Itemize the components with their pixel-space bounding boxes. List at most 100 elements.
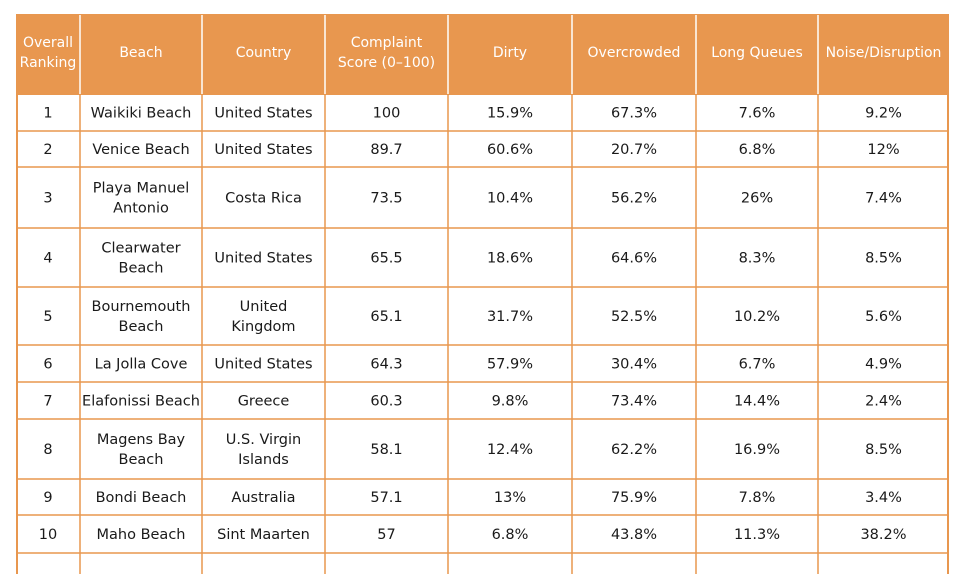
score-cell: 65.1: [370, 309, 402, 325]
beach-cell: Maho Beach: [97, 527, 186, 543]
beach-cell-line: Playa Manuel: [93, 181, 189, 197]
noise-cell: 8.5%: [865, 251, 902, 267]
country-cell: Greece: [238, 394, 290, 410]
overcrowded-cell: 62.2%: [611, 442, 657, 458]
beach-cell: Elafonissi Beach: [82, 394, 200, 410]
table-frame: [16, 14, 949, 574]
country-cell-line: United States: [214, 357, 312, 373]
beach-cell-line: Clearwater: [101, 241, 180, 257]
rank-cell: 1: [43, 106, 52, 122]
country-cell: United States: [214, 251, 312, 267]
score-cell: 57: [377, 527, 395, 543]
beach-cell: Bournemouth Beach: [92, 299, 191, 335]
header-overcrowded-line: Overcrowded: [588, 45, 681, 61]
header-overcrowded: Overcrowded: [588, 45, 681, 61]
country-cell: U.S. Virgin Islands: [226, 432, 301, 468]
long-queues-cell: 6.8%: [739, 142, 776, 158]
long-queues-cell: 7.6%: [739, 106, 776, 122]
beach-cell-line: Bondi Beach: [96, 490, 187, 506]
overcrowded-cell: 64.6%: [611, 251, 657, 267]
dirty-cell: 60.6%: [487, 142, 533, 158]
beach-cell-line: Magens Bay: [97, 432, 186, 448]
long-queues-cell: 26%: [741, 191, 773, 207]
long-queues-cell: 14.4%: [734, 394, 780, 410]
header-overall-ranking-line: Overall: [23, 35, 73, 51]
country-cell: United States: [214, 142, 312, 158]
rank-cell: 9: [43, 490, 52, 506]
long-queues-cell: 11.3%: [734, 527, 780, 543]
country-cell-line: Greece: [238, 394, 290, 410]
country-cell: United States: [214, 357, 312, 373]
country-cell: United Kingdom: [231, 299, 295, 335]
country-cell-line: Costa Rica: [225, 191, 302, 207]
score-cell: 100: [373, 106, 401, 122]
beach-cell: Bondi Beach: [96, 490, 187, 506]
beach-cell-line: Venice Beach: [92, 142, 189, 158]
rank-cell: 4: [43, 251, 52, 267]
header-country: Country: [236, 45, 292, 61]
beach-cell-line: Maho Beach: [97, 527, 186, 543]
dirty-cell: 12.4%: [487, 442, 533, 458]
table-row: 2 Venice Beach United States 89.7 60.6% 20.7%…: [43, 142, 899, 158]
beach-cell: Magens Bay Beach: [97, 432, 186, 468]
dirty-cell: 31.7%: [487, 309, 533, 325]
header-overall-ranking: Overall Ranking: [20, 35, 77, 71]
header-long-queues: Long Queues: [711, 45, 803, 61]
rank-cell: 5: [43, 309, 52, 325]
country-cell-line: United: [240, 299, 288, 315]
noise-cell: 4.9%: [865, 357, 902, 373]
overcrowded-cell: 20.7%: [611, 142, 657, 158]
long-queues-cell: 6.7%: [739, 357, 776, 373]
dirty-cell: 13%: [494, 490, 526, 506]
overcrowded-cell: 75.9%: [611, 490, 657, 506]
rank-cell: 10: [39, 527, 57, 543]
rank-cell: 3: [43, 191, 52, 207]
header-noise-disruption: Noise/Disruption: [826, 45, 942, 61]
header-overall-ranking-line: Ranking: [20, 55, 77, 71]
score-cell: 65.5: [370, 251, 402, 267]
header-beach-line: Beach: [119, 45, 162, 61]
header-complaint-score-line: Score (0–100): [338, 55, 435, 71]
overcrowded-cell: 67.3%: [611, 106, 657, 122]
header-noise-disruption-line: Noise/Disruption: [826, 45, 942, 61]
score-cell: 73.5: [370, 191, 402, 207]
beach-cell: Playa Manuel Antonio: [93, 181, 189, 217]
country-cell: Sint Maarten: [217, 527, 310, 543]
header-long-queues-line: Long Queues: [711, 45, 803, 61]
country-cell-line: Kingdom: [231, 319, 295, 335]
country-cell-line: Sint Maarten: [217, 527, 310, 543]
table-header: Overall Ranking Beach Country Complaint Score…: [20, 35, 942, 71]
dirty-cell: 9.8%: [492, 394, 529, 410]
country-cell-line: United States: [214, 106, 312, 122]
header-dirty-line: Dirty: [493, 45, 527, 61]
noise-cell: 38.2%: [860, 527, 906, 543]
beach-cell-line: Beach: [119, 452, 164, 468]
table-grid: [17, 15, 948, 574]
noise-cell: 2.4%: [865, 394, 902, 410]
score-cell: 89.7: [370, 142, 402, 158]
beach-cell: La Jolla Cove: [95, 357, 188, 373]
long-queues-cell: 7.8%: [739, 490, 776, 506]
table-row: 10 Maho Beach Sint Maarten 57 6.8% 43.8% 11.3%…: [39, 527, 907, 543]
country-cell-line: Australia: [231, 490, 295, 506]
long-queues-cell: 10.2%: [734, 309, 780, 325]
score-cell: 57.1: [370, 490, 402, 506]
rank-cell: 6: [43, 357, 52, 373]
beach-cell-line: Beach: [119, 319, 164, 335]
table-row: 7 Elafonissi Beach Greece 60.3 9.8% 73.4% 14.4…: [43, 394, 902, 410]
table-body: 1 Waikiki Beach United States 100 15.9% 67.3%…: [39, 106, 907, 544]
table-row: 5 Bournemouth Beach United Kingdom 65.1 31.7% 5…: [43, 299, 902, 335]
beach-cell-line: Bournemouth: [92, 299, 191, 315]
beach-cell-line: Antonio: [113, 201, 169, 217]
country-cell-line: U.S. Virgin: [226, 432, 301, 448]
beach-cell-line: Waikiki Beach: [91, 106, 192, 122]
long-queues-cell: 16.9%: [734, 442, 780, 458]
overcrowded-cell: 52.5%: [611, 309, 657, 325]
table-row: 8 Magens Bay Beach U.S. Virgin Islands 58.1 12…: [43, 432, 902, 468]
header-complaint-score-line: Complaint: [351, 35, 423, 51]
dirty-cell: 57.9%: [487, 357, 533, 373]
country-cell-line: United States: [214, 142, 312, 158]
beach-cell: Waikiki Beach: [91, 106, 192, 122]
country-cell-line: Islands: [238, 452, 289, 468]
noise-cell: 9.2%: [865, 106, 902, 122]
